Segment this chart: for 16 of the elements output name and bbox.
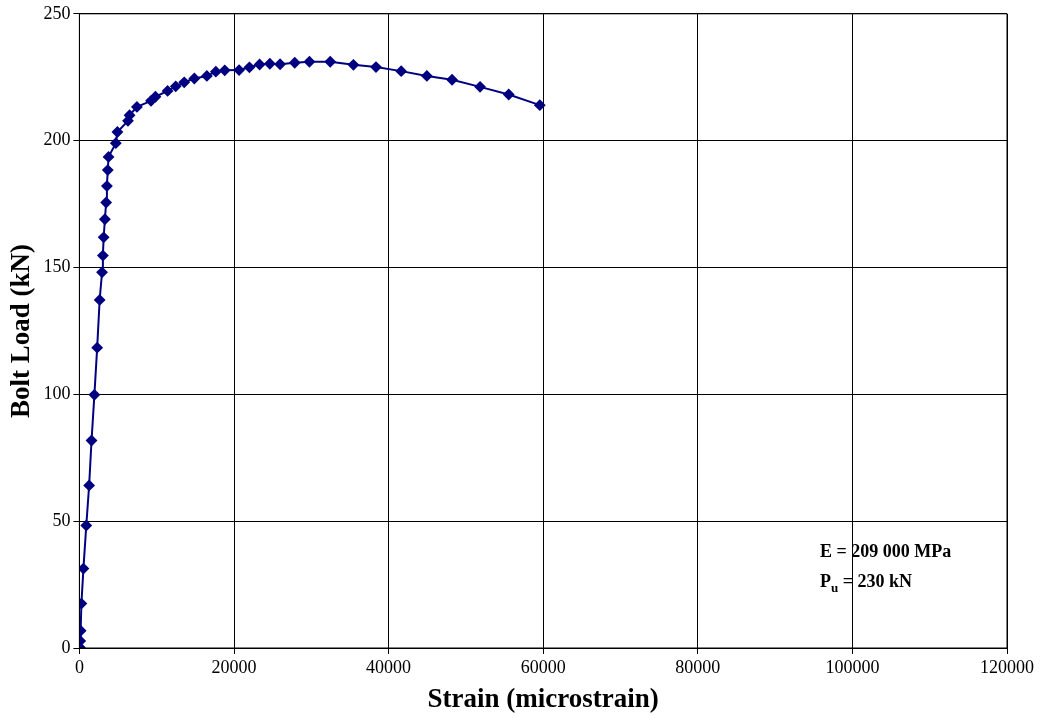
x-tick-label: 40000	[366, 656, 412, 677]
y-tick-label: 100	[43, 383, 71, 404]
x-tick-label: 20000	[211, 656, 257, 677]
x-tick-label: 100000	[825, 656, 880, 677]
y-tick-label: 200	[43, 129, 71, 150]
y-tick-label: 0	[61, 636, 71, 657]
y-tick-label: 150	[43, 256, 71, 277]
annotation: E = 209 000 MPa	[820, 541, 952, 561]
y-tick-label: 50	[52, 509, 71, 530]
x-tick-label: 120000	[980, 656, 1034, 677]
x-axis-title: Strain (microstrain)	[427, 682, 659, 713]
x-tick-label: 0	[74, 656, 84, 677]
x-tick-label: 60000	[520, 656, 566, 677]
y-axis-title: Bolt Load (kN)	[5, 243, 36, 418]
y-tick-label: 250	[43, 2, 71, 23]
x-tick-label: 80000	[675, 656, 721, 677]
